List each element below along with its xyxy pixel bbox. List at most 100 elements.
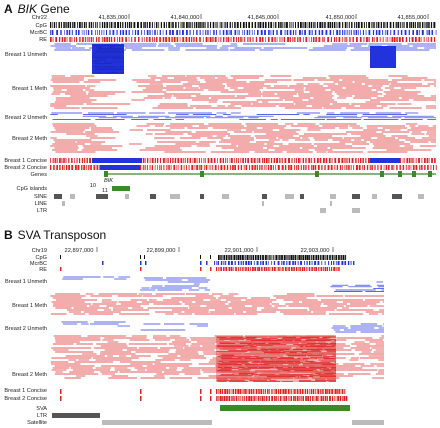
re-dense-b-tick xyxy=(303,267,306,271)
cpg-track-a-tick xyxy=(137,22,139,28)
panel-a-bik-gene: A BIK Gene Chr22 41,835,000 41,840,000 41,84… xyxy=(4,2,437,214)
panel-b-letter: B xyxy=(4,228,13,242)
re-track-a-tick xyxy=(318,37,321,42)
re-dense-b-tick xyxy=(239,267,241,271)
cpg-dense-b-tick xyxy=(237,255,240,260)
re-track-a-tick xyxy=(393,37,396,42)
re-dense-b-tick xyxy=(233,267,235,271)
b1-concise-red-a-tick xyxy=(240,158,242,163)
mcrbc-track-a-tick xyxy=(397,30,399,35)
b2-concise-site-b xyxy=(60,396,62,401)
b1-concise-red-a-tick xyxy=(308,158,311,163)
b1-concise-dense-b-tick xyxy=(304,389,306,394)
cpg-dense-b-tick xyxy=(245,255,246,260)
b2-concise-red-a-tick xyxy=(249,165,251,170)
coordinate-tick-b: 22,897,000 xyxy=(64,248,93,254)
bik-exon-a xyxy=(428,171,432,177)
cpg-track-a-tick xyxy=(63,22,65,28)
mcrbc-track-a-tick xyxy=(199,30,201,35)
b1-concise-red-a-tick xyxy=(50,158,51,163)
b2-concise-dense-b-tick xyxy=(339,396,342,401)
b1-concise-red-a-tick xyxy=(273,158,276,163)
re-track-a-tick xyxy=(193,37,195,42)
b1-concise-dense-b-tick xyxy=(327,389,328,394)
mcrbc-track-a-tick xyxy=(260,30,263,35)
bik-gene-label-a: BIK xyxy=(104,178,113,184)
mcrbc-dense-b-tick xyxy=(350,261,352,265)
re-dense-b-tick xyxy=(320,267,323,271)
b2-concise-red-a-tick xyxy=(166,165,168,170)
mcrbc-track-a-tick xyxy=(372,30,375,35)
cpg-track-a-tick xyxy=(290,22,292,28)
b1-concise-dense-b-tick xyxy=(269,389,270,394)
re-track-a-tick xyxy=(179,37,181,42)
cpg-track-a-tick xyxy=(433,22,436,28)
re-track-a-tick xyxy=(82,37,84,42)
re-track-a-tick xyxy=(218,37,220,42)
re-dense-b-tick xyxy=(290,267,293,271)
b1-concise-red-a-tick xyxy=(348,158,351,163)
b2-concise-red-a xyxy=(50,165,437,170)
b2-unmeth-reads-a xyxy=(50,112,436,120)
b2-concise-red-a-tick xyxy=(330,165,333,170)
mcrbc-track-a-tick xyxy=(122,30,125,35)
re-track-a-tick xyxy=(199,37,201,42)
cpg-track-a-tick xyxy=(300,22,302,28)
b2-concise-red-a-tick xyxy=(142,165,144,170)
cpg-track-a-tick xyxy=(119,22,122,28)
b2-concise-red-a-tick xyxy=(430,165,432,170)
coordinate-tick-a: 41,850,000 xyxy=(325,15,354,21)
cpg-dense-b-tick xyxy=(262,255,264,260)
b2-concise-dense-b-tick xyxy=(265,396,268,401)
cpg-dense-b-tick xyxy=(305,255,307,260)
b2-concise-red-a-tick xyxy=(405,165,407,170)
panel-b-sva-transposon: B SVA Transposon Chr19 22,897,000 22,899,00… xyxy=(0,226,440,428)
b1-concise-red-a-tick xyxy=(280,158,282,163)
re-dense-b-tick xyxy=(323,267,324,271)
b1-concise-red-a-tick xyxy=(196,158,198,163)
mcrbc-track-a-tick xyxy=(393,30,396,35)
cpg-dense-b-tick xyxy=(335,255,338,260)
b2-concise-red-a-tick xyxy=(358,165,361,170)
re-track-a-tick xyxy=(233,37,235,42)
b2-concise-red-a-tick xyxy=(415,165,418,170)
cpg-track-a-tick xyxy=(95,22,97,28)
re-dense-b-tick xyxy=(296,267,297,271)
b2-concise-red-a-tick xyxy=(296,165,298,170)
re-track-a-tick xyxy=(274,37,276,42)
re-track-a-tick xyxy=(434,37,436,42)
re-track-a-tick xyxy=(396,37,398,42)
b2-concise-red-a-tick xyxy=(264,165,266,170)
track-label-re-b: RE xyxy=(39,267,47,273)
b1-concise-dense-b-tick xyxy=(237,389,240,394)
re-track-a-tick xyxy=(131,37,133,42)
satellite-element2-b xyxy=(352,420,384,425)
mcrbc-track-a-tick xyxy=(68,30,71,35)
b2-concise-red-a-tick xyxy=(281,165,284,170)
b2-concise-red-a-tick xyxy=(68,165,70,170)
re-track-a-tick xyxy=(385,37,387,42)
cpg-track-a-tick xyxy=(254,22,257,28)
mcrbc-dense-b-tick xyxy=(311,261,313,265)
mcrbc-track-a-tick xyxy=(321,30,324,35)
cpg-dense-b-tick xyxy=(294,255,297,260)
re-dense-b-tick xyxy=(252,267,254,271)
b2-concise-red-a-tick xyxy=(433,165,435,170)
re-track-a-tick xyxy=(74,37,75,42)
re-dense-b-tick xyxy=(247,267,249,271)
b1-concise-red-a-tick xyxy=(431,158,433,163)
ltr-element-b xyxy=(52,413,100,418)
mcrbc-track-a-tick xyxy=(202,30,204,35)
b1-concise-dense-b-tick xyxy=(235,389,237,394)
mcrbc-dense-b-tick xyxy=(324,261,326,265)
cpg-track-a-tick xyxy=(280,22,282,28)
b2-concise-red-a-tick xyxy=(83,165,86,170)
b2-concise-red-a-tick xyxy=(267,165,270,170)
mcrbc-track-a-tick xyxy=(308,30,311,35)
b2-concise-red-a-tick xyxy=(53,165,55,170)
sine-element-a xyxy=(200,194,204,199)
re-track-a-tick xyxy=(338,37,341,42)
re-dense-b-tick xyxy=(230,267,233,271)
bik-exon-a xyxy=(200,171,204,177)
b1-concise-dense-b-tick xyxy=(267,389,269,394)
